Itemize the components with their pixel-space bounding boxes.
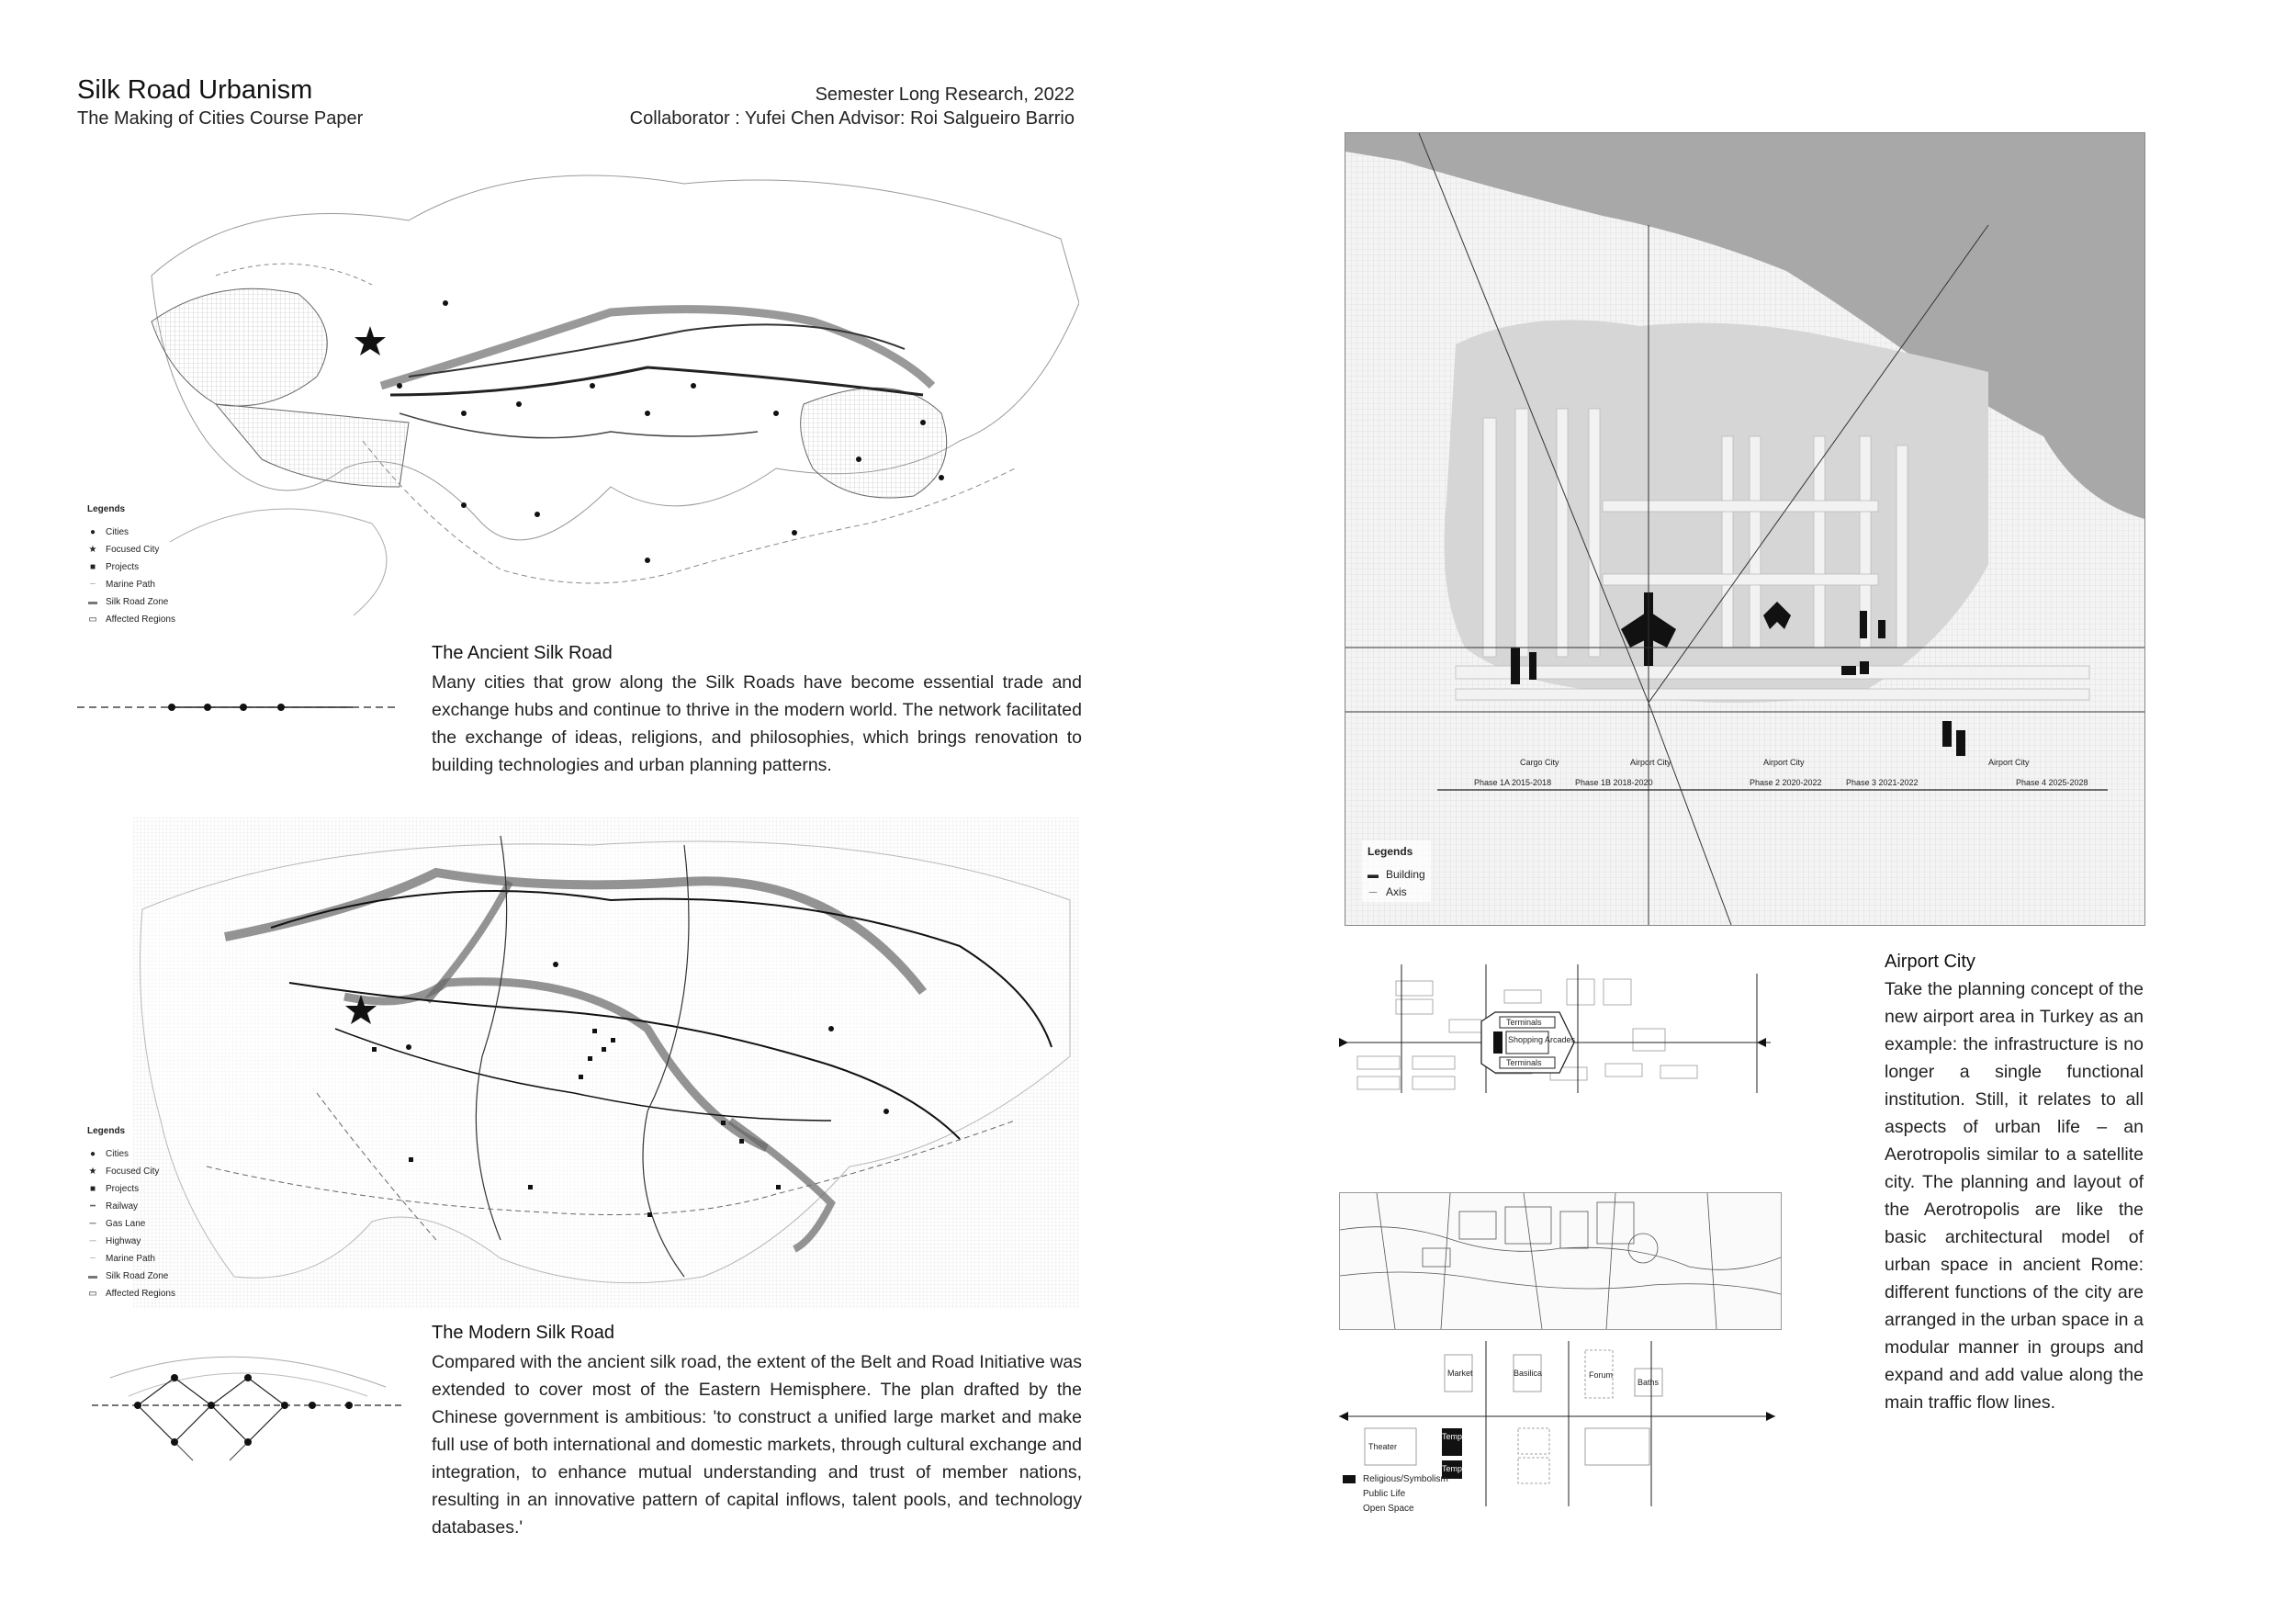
legend-item: ● Cities [89,527,129,537]
zone-label: Airport City [1630,758,1671,767]
focused-city-star [345,995,377,1024]
legend-item: ■ Projects [89,562,140,572]
legend-item: ★ Focused City [88,1167,160,1177]
legend-item: ─ Axis [1368,885,1407,898]
legend-item: ┄ Marine Path [89,580,155,590]
rome-label: Temple [1442,1432,1469,1441]
legend-item: ┅ Railway [89,1201,139,1212]
modern-heading: The Modern Silk Road [432,1323,614,1343]
ancient-silk-road-map [133,138,1080,625]
ancient-text: Many cities that grow along the Silk Roa… [432,672,1082,775]
legend-item: ▬ Silk Road Zone [88,1271,169,1281]
rome-label: Temple [1442,1464,1469,1473]
modern-text: Compared with the ancient silk road, the… [432,1352,1082,1538]
legend-item: ★ Focused City [88,545,160,555]
legend-item: Open Space [1363,1503,1414,1514]
legend-item: ─ Gas Lane [89,1219,146,1229]
rome-label: Forum [1589,1370,1613,1380]
airport-flow-diagram: Terminals Shopping Arcades Terminals [1339,964,1771,1093]
zone-label: Airport City [1988,758,2030,767]
airport-map-graphic: Cargo City Airport City Airport City Air… [1345,133,2144,925]
rome-legend: Religious/Symbolism Public Life Open Spa… [1343,1471,1448,1516]
page-subtitle: The Making of Cities Course Paper [77,108,364,129]
legend-item: ─ Highway [89,1236,141,1246]
legend-title: Legends [1367,844,1413,858]
legend-title: Legends [87,504,126,514]
legend-item: ▭ Affected Regions [88,1289,175,1299]
ancient-map-graphic [151,175,1080,616]
phase-label: Phase 2 2020-2022 [1750,778,1822,787]
airport-text: Take the planning concept of the new air… [1885,979,2144,1413]
airport-heading: Airport City [1885,952,1975,972]
rome-label: Baths [1638,1378,1660,1387]
ancient-network-diagram [77,704,399,711]
legend-item: ● Cities [89,1149,129,1159]
zone-label: Cargo City [1520,758,1559,767]
phase-label: Phase 3 2021-2022 [1846,778,1919,787]
legend-item: Religious/Symbolism [1343,1471,1448,1486]
phase-label: Phase 1A 2015-2018 [1474,778,1551,787]
legend-item: Public Life [1363,1488,1406,1499]
ancient-heading: The Ancient Silk Road [432,643,613,663]
focused-city-star [355,326,386,355]
legend-title: Legends [87,1126,126,1136]
modern-legend: Legends ● Cities ★ Focused City ■ Projects … [87,1122,175,1302]
rome-label: Market [1447,1369,1473,1378]
legend-item: ▬ Building [1367,867,1425,881]
airport-legend: Legends ▬ Building ─ Axis [1362,840,1431,902]
rome-label: Basilica [1514,1369,1542,1378]
airport-city-map: Cargo City Airport City Airport City Air… [1345,132,2145,926]
phase-label: Phase 1B 2018-2020 [1575,778,1653,787]
terminal-label: Terminals [1506,1018,1542,1027]
shopping-label: Shopping Arcades [1508,1035,1576,1044]
modern-map-graphic [133,817,1079,1309]
rome-plan-drawing [1339,1192,1782,1330]
legend-item: ▭ Affected Regions [88,614,175,625]
legend-item: ■ Projects [89,1184,140,1194]
meta-semester: Semester Long Research, 2022 [815,85,1075,105]
legend-item: ▬ Silk Road Zone [88,597,169,607]
phase-label: Phase 4 2025-2028 [2016,778,2088,787]
rome-label: Theater [1368,1442,1397,1451]
meta-collaborators: Collaborator : Yufei Chen Advisor: Roi S… [629,108,1075,129]
page-title: Silk Road Urbanism [77,75,313,105]
modern-network-diagram [92,1356,404,1461]
modern-silk-road-map [133,817,1079,1309]
rome-diagram: Temple Temple Forum Basilica Theater Bat… [1339,1341,1775,1506]
ancient-legend: Legends ● Cities ★ Focused City ■ Projects … [87,501,175,628]
legend-item: ┄ Marine Path [89,1254,155,1264]
zone-label: Airport City [1763,758,1805,767]
terminal-label: Terminals [1506,1058,1542,1067]
